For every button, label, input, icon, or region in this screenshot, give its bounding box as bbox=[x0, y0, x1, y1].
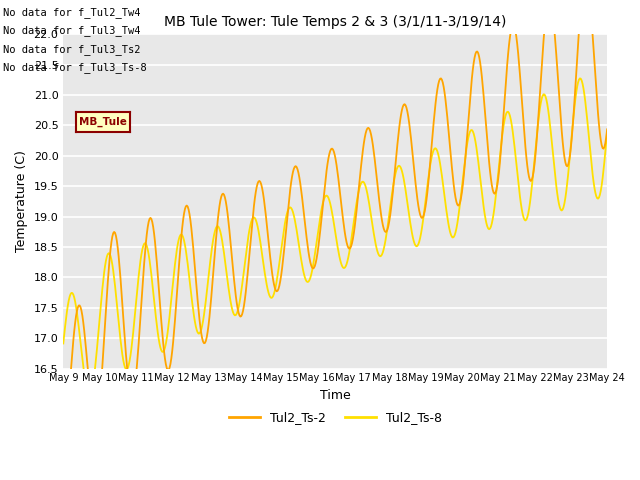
Tul2_Ts-2 bbox=[156, 295, 163, 301]
Tul2_Ts-8 bbox=[200, 312, 208, 318]
Text: No data for f_Tul3_Ts2: No data for f_Tul3_Ts2 bbox=[3, 44, 141, 55]
Line: Tul2_Ts-2: Tul2_Ts-2 bbox=[63, 0, 607, 452]
Tul2_Ts-8 bbox=[424, 183, 431, 189]
Line: Tul2_Ts-8: Tul2_Ts-8 bbox=[63, 78, 607, 395]
Tul2_Ts-8 bbox=[470, 131, 477, 136]
Tul2_Ts-2 bbox=[305, 254, 313, 260]
Text: No data for f_Tul2_Tw4: No data for f_Tul2_Tw4 bbox=[3, 7, 141, 18]
Tul2_Ts-8 bbox=[576, 75, 584, 81]
Tul2_Ts-8 bbox=[381, 242, 388, 248]
Tul2_Ts-2 bbox=[422, 197, 430, 203]
Tul2_Ts-2 bbox=[199, 339, 207, 345]
Legend: Tul2_Ts-2, Tul2_Ts-8: Tul2_Ts-2, Tul2_Ts-8 bbox=[223, 406, 447, 429]
Tul2_Ts-8 bbox=[86, 392, 93, 397]
Tul2_Ts-2 bbox=[469, 67, 477, 73]
X-axis label: Time: Time bbox=[320, 389, 351, 402]
Tul2_Ts-2 bbox=[380, 226, 388, 232]
Tul2_Ts-8 bbox=[157, 345, 164, 350]
Tul2_Ts-2 bbox=[604, 126, 611, 132]
Y-axis label: Temperature (C): Temperature (C) bbox=[15, 151, 28, 252]
Tul2_Ts-8 bbox=[604, 129, 611, 134]
Tul2_Ts-8 bbox=[60, 341, 67, 347]
Text: MB_Tule: MB_Tule bbox=[79, 117, 127, 127]
Text: No data for f_Tul3_Tw4: No data for f_Tul3_Tw4 bbox=[3, 25, 141, 36]
Tul2_Ts-2 bbox=[60, 449, 67, 455]
Tul2_Ts-8 bbox=[307, 275, 314, 281]
Title: MB Tule Tower: Tule Temps 2 & 3 (3/1/11-3/19/14): MB Tule Tower: Tule Temps 2 & 3 (3/1/11-… bbox=[164, 15, 506, 29]
Text: No data for f_Tul3_Ts-8: No data for f_Tul3_Ts-8 bbox=[3, 62, 147, 73]
